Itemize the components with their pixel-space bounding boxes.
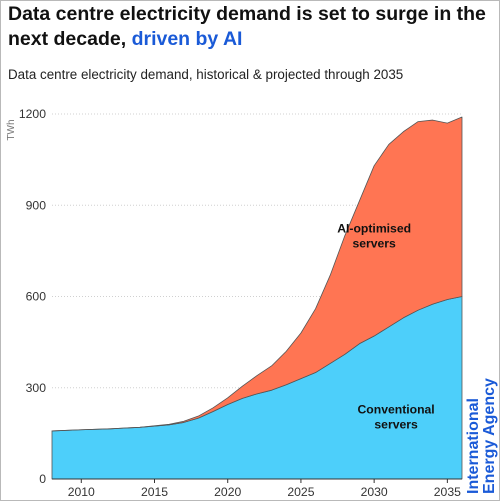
y-tick-label-300: 300 [26, 381, 47, 395]
annotation-ai-optimised-servers: AI-optimised servers [337, 222, 411, 251]
annotation-conventional-servers: Conventional servers [358, 403, 435, 432]
annotation-line: Conventional [358, 403, 435, 417]
chart-subtitle: Data centre electricity demand, historic… [8, 67, 404, 82]
annotation-line: servers [374, 418, 418, 432]
y-tick-label-900: 900 [26, 198, 47, 212]
x-tick-label-2035: 2035 [434, 485, 461, 499]
logo-line-1: International [465, 397, 482, 494]
annotation-line: AI-optimised [337, 222, 411, 236]
chart-title-main: Data centre electricity demand is set to… [8, 3, 486, 50]
logo-line-2: Energy Agency [481, 378, 498, 494]
iea-logo: International Energy Agency [465, 378, 498, 494]
x-tick-label-2015: 2015 [141, 485, 168, 499]
x-tick-label-2025: 2025 [287, 485, 314, 499]
annotation-line: servers [352, 237, 396, 251]
y-tick-label-0: 0 [39, 472, 46, 486]
x-tick-label-2030: 2030 [361, 485, 388, 499]
x-tick-label-2010: 2010 [68, 485, 95, 499]
chart-title-highlight: driven by AI [131, 28, 243, 50]
y-axis-label: TWh [6, 119, 17, 140]
y-tick-label-1200: 1200 [19, 107, 46, 121]
x-tick-label-2020: 2020 [214, 485, 241, 499]
y-tick-label-600: 600 [26, 290, 47, 304]
area-ai-optimised-servers [51, 116, 463, 432]
chart-title: Data centre electricity demand is set to… [8, 2, 496, 52]
